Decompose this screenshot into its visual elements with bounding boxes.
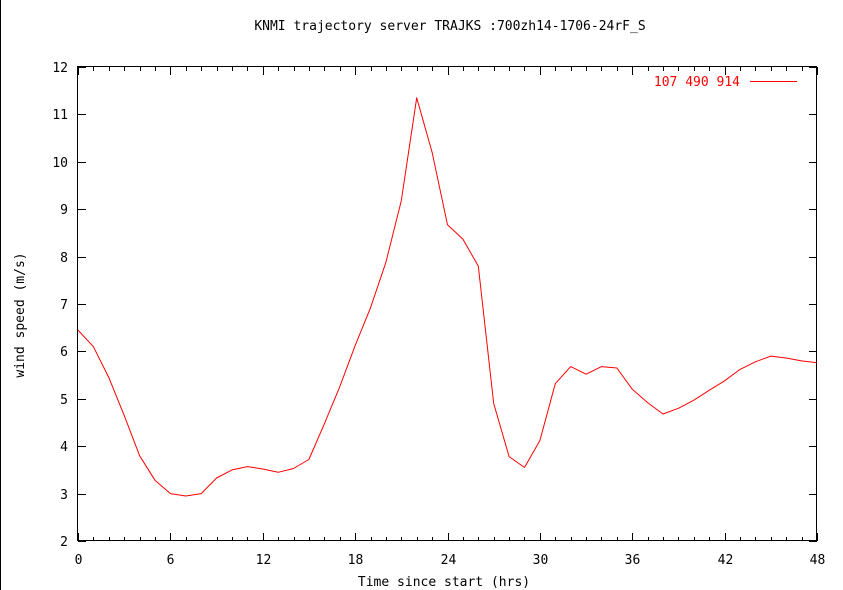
y-tick-label: 6 (60, 345, 68, 360)
y-tick-label: 5 (60, 393, 68, 408)
x-tick-label: 42 (718, 553, 734, 568)
y-tick-label: 10 (52, 156, 68, 171)
legend: 107 490 914 (654, 75, 797, 90)
x-tick-label: 18 (348, 553, 364, 568)
x-tick-label: 6 (167, 553, 175, 568)
y-tick-label: 2 (60, 535, 68, 550)
y-tick-label: 8 (60, 251, 68, 266)
x-tick-label: 30 (533, 553, 549, 568)
y-tick-label: 7 (60, 298, 68, 313)
x-tick-label: 36 (625, 553, 641, 568)
legend-series-label: 107 490 914 (654, 75, 740, 90)
y-tick-label: 4 (60, 440, 68, 455)
y-tick-label: 3 (60, 488, 68, 503)
x-axis-label: Time since start (hrs) (358, 575, 530, 590)
series-line (77, 97, 818, 497)
axis-tick-labels: 2 3 4 5 6 7 8 9 10 11 12 0 6 12 18 24 30 36 42 48 (52, 61, 825, 568)
x-tick-label: 0 (75, 553, 83, 568)
y-axis-label: wind speed (m/s) (13, 252, 28, 377)
y-tick-label: 12 (52, 61, 68, 76)
x-tick-label: 12 (256, 553, 272, 568)
y-tick-label: 9 (60, 203, 68, 218)
plot-frame (77, 66, 817, 541)
y-tick-label: 11 (52, 108, 68, 123)
x-tick-label: 48 (810, 553, 826, 568)
chart-title: KNMI trajectory server TRAJKS :700zh14-1… (254, 19, 645, 34)
axis-ticks (78, 67, 818, 542)
x-tick-label: 24 (441, 553, 457, 568)
series-lines (77, 97, 818, 497)
